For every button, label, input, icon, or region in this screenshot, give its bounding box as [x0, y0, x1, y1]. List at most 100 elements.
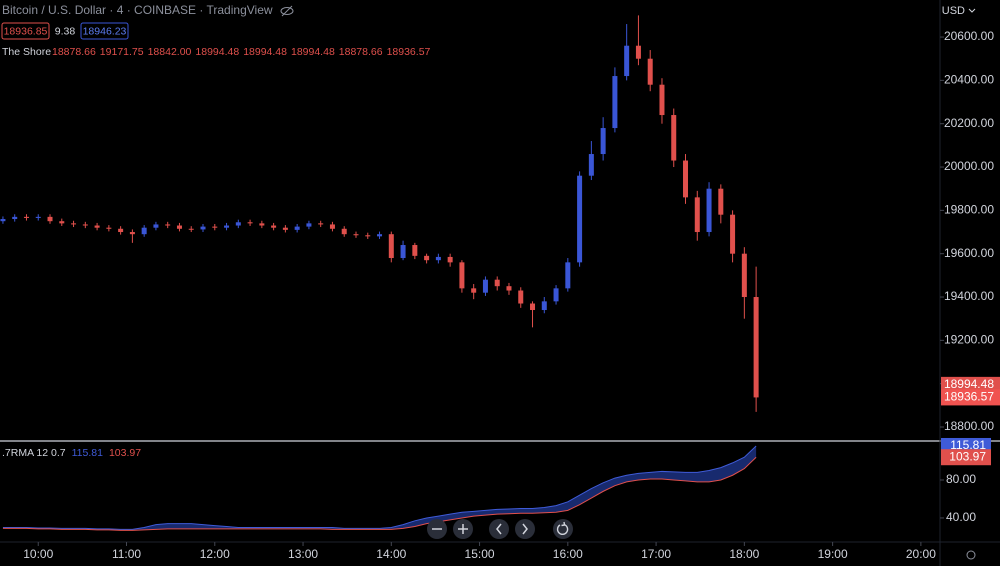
candle-body — [12, 216, 18, 220]
y-tick-label: 20600.00 — [944, 29, 994, 43]
candle-body — [294, 226, 300, 230]
marker-price-box — [941, 376, 1000, 393]
y-tick-label: 20000.00 — [944, 159, 994, 173]
bid-price: 18936.85 — [4, 25, 48, 37]
candle-body — [94, 225, 100, 228]
bid-box[interactable] — [1, 22, 50, 40]
candle-body — [388, 234, 394, 259]
candle-body — [671, 115, 677, 161]
candle-body — [129, 232, 135, 235]
candle-body — [59, 221, 65, 224]
candle-body — [659, 84, 665, 116]
candle-body — [153, 224, 159, 228]
candle-body — [212, 226, 218, 228]
candle-body — [47, 216, 53, 222]
reset-icon[interactable] — [556, 521, 569, 535]
candle-body — [624, 45, 630, 77]
candle-body — [176, 225, 182, 229]
candle-body — [518, 290, 524, 304]
candle-body — [23, 216, 29, 218]
candle-body — [247, 222, 253, 224]
candle-body — [482, 279, 488, 293]
candle-body — [553, 288, 559, 302]
indicator-value: 103.97 — [109, 447, 141, 459]
indicator-value: 115.81 — [72, 447, 103, 459]
plus-icon[interactable] — [458, 524, 468, 534]
candle-body — [306, 223, 312, 227]
y-tick-label: 80.00 — [946, 472, 976, 486]
candle-body — [588, 154, 594, 176]
indicator-value-box — [941, 449, 991, 466]
x-tick-label: 20:00 — [906, 547, 936, 561]
candle-body — [341, 228, 347, 235]
study-value: 18936.57 — [387, 46, 431, 58]
x-tick-label: 10:00 — [23, 547, 53, 561]
candle-body — [165, 224, 171, 226]
candle-body — [318, 223, 324, 225]
scroll-left-button[interactable] — [489, 519, 509, 539]
currency-label[interactable]: USD — [942, 5, 965, 17]
indicator-axis-label: 115.81 — [950, 438, 986, 452]
candle-body — [506, 286, 512, 291]
study-value: 18994.48 — [291, 46, 335, 58]
scroll-right-button[interactable] — [515, 519, 535, 539]
candle-body — [82, 224, 88, 226]
candle-body — [753, 297, 759, 398]
candle-body — [118, 228, 124, 233]
x-tick-label: 11:00 — [112, 547, 141, 561]
candle-body — [353, 234, 359, 236]
candle-body — [224, 225, 230, 228]
currency-caret[interactable] — [968, 8, 976, 13]
candle-body — [706, 188, 712, 233]
ask-box[interactable] — [80, 22, 129, 40]
band-line — [2, 445, 757, 530]
candle-body — [282, 227, 288, 230]
candle-body — [541, 301, 547, 311]
candle-body — [412, 245, 418, 256]
x-tick-label: 16:00 — [553, 547, 583, 561]
candle-body — [683, 160, 689, 198]
ask-price: 18946.23 — [83, 25, 127, 37]
candle-body — [494, 279, 500, 287]
reset-button[interactable] — [553, 519, 573, 539]
x-tick-label: 14:00 — [376, 547, 406, 561]
candle-body — [106, 227, 112, 229]
study-value: 18842.00 — [148, 46, 192, 58]
candle-body — [435, 256, 441, 261]
spread: 9.38 — [55, 25, 76, 37]
y-tick-label: 19800.00 — [944, 203, 994, 217]
candle-body — [447, 256, 453, 263]
study-value: 18994.48 — [195, 46, 239, 58]
y-tick-label: 18800.00 — [944, 419, 994, 433]
last-price-box — [941, 389, 1000, 406]
candle-body — [0, 219, 6, 222]
candle-body — [365, 235, 371, 237]
study-value: 18878.66 — [339, 46, 383, 58]
y-tick-label: 20400.00 — [944, 73, 994, 87]
right-icon[interactable] — [522, 523, 528, 535]
settings-icon[interactable] — [966, 550, 976, 560]
candle-body — [718, 188, 724, 215]
candle-body — [612, 76, 618, 129]
candle-body — [329, 224, 335, 229]
left-icon[interactable] — [496, 523, 502, 535]
eye-slash[interactable] — [281, 5, 293, 17]
candle-body — [577, 175, 583, 263]
candle-body — [647, 58, 653, 85]
eye-icon[interactable] — [280, 7, 294, 15]
candle-body — [235, 222, 241, 226]
marker-price-label: 18994.48 — [944, 377, 994, 391]
hide-icon[interactable] — [280, 5, 294, 17]
candle-body — [259, 223, 265, 226]
y-tick-label: 19600.00 — [944, 246, 994, 260]
candle-body — [35, 216, 41, 218]
x-tick-label: 19:00 — [818, 547, 848, 561]
y-tick-label: 19400.00 — [944, 289, 994, 303]
candle-body — [400, 245, 406, 259]
candle-body — [741, 253, 747, 298]
candle-body — [141, 227, 147, 235]
candle-body — [565, 262, 571, 289]
gear[interactable] — [966, 550, 976, 560]
